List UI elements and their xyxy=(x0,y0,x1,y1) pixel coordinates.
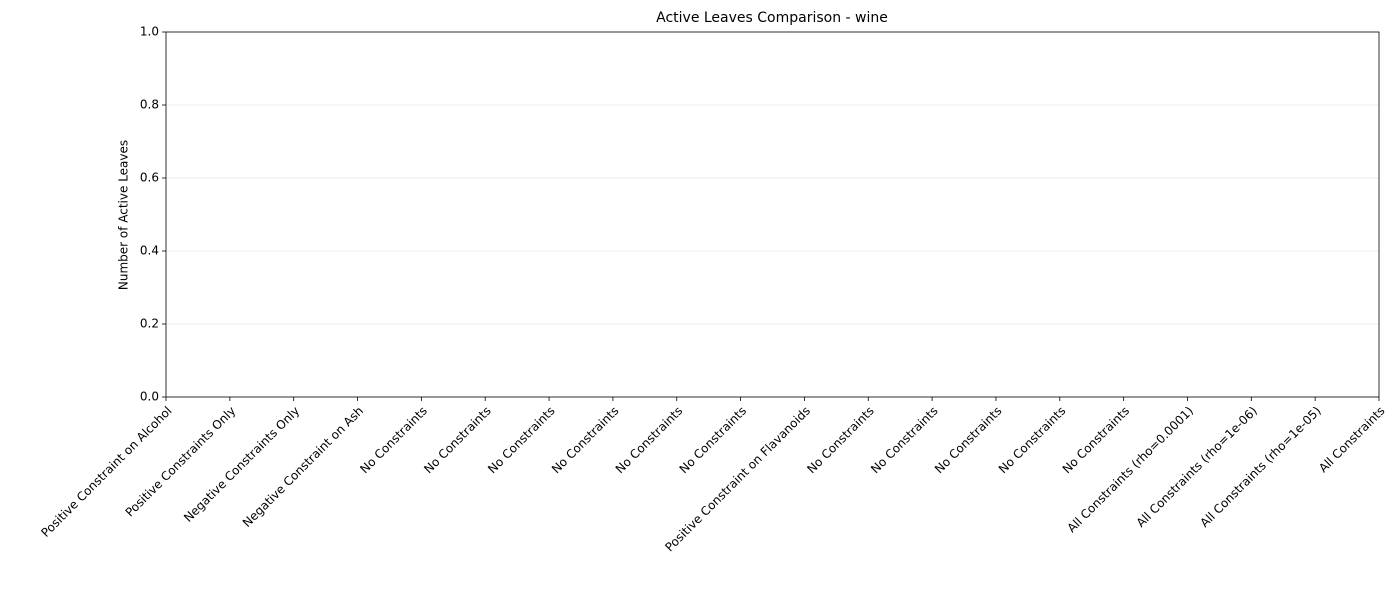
x-tick-label: Positive Constraints Only xyxy=(123,404,239,520)
plot-frame xyxy=(165,31,1380,398)
x-tick-label: No Constraints xyxy=(868,404,941,477)
x-tick-label: All Constraints (rho=1e-06) xyxy=(1134,404,1260,530)
y-tick-label: 0.8 xyxy=(140,98,159,112)
x-tick-label: No Constraints xyxy=(357,404,430,477)
x-tick-label: No Constraints xyxy=(932,404,1005,477)
x-tick-label: No Constraints xyxy=(421,404,494,477)
y-tick-label: 1.0 xyxy=(140,25,159,39)
x-tick-label: No Constraints xyxy=(996,404,1069,477)
x-tick-label: No Constraints xyxy=(1060,404,1133,477)
y-tick-label: 0.4 xyxy=(140,244,159,258)
x-tick-label: No Constraints xyxy=(677,404,750,477)
x-tick-label: Positive Constraint on Alcohol xyxy=(38,404,174,540)
x-tick-label: No Constraints xyxy=(549,404,622,477)
x-tick-label: No Constraints xyxy=(613,404,686,477)
x-tick-label: All Constraints (rho=1e-05) xyxy=(1197,404,1323,530)
chart-title: Active Leaves Comparison - wine xyxy=(656,10,888,26)
x-tick-label: Negative Constraint on Ash xyxy=(240,404,366,530)
x-tick-label: Positive Constraint on Flavanoids xyxy=(662,404,813,555)
y-tick-label: 0.0 xyxy=(140,390,159,404)
y-tick-label: 0.2 xyxy=(140,317,159,331)
y-axis-label: Number of Active Leaves xyxy=(117,140,131,290)
x-tick-label: No Constraints xyxy=(485,404,558,477)
x-tick-label: Negative Constraints Only xyxy=(181,404,302,525)
x-tick-label: All Constraints xyxy=(1316,404,1388,476)
x-tick-label: All Constraints (rho=0.0001) xyxy=(1065,404,1197,536)
y-tick-label: 0.6 xyxy=(140,171,159,185)
x-tick-label: No Constraints xyxy=(804,404,877,477)
